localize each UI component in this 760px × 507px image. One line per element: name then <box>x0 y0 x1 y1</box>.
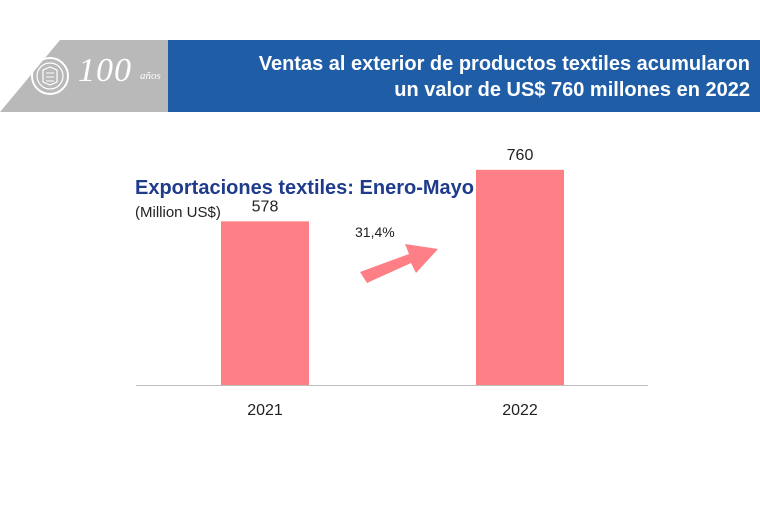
chart-title: Exportaciones textiles: Enero-Mayo <box>135 177 474 199</box>
data-label-2021: 578 <box>252 198 279 215</box>
headline-line-2: un valor de US$ 760 millones en 2022 <box>394 79 750 101</box>
growth-label: 31,4% <box>355 224 395 240</box>
arrow-up-right-icon <box>360 244 438 283</box>
header-logo-panel-cut <box>0 40 60 112</box>
chart-subtitle: (Million US$) <box>135 204 221 221</box>
header-banner <box>168 40 760 112</box>
x-tick-label-2021: 2021 <box>247 402 283 419</box>
headline: Ventas al exterior de productos textiles… <box>190 51 750 103</box>
logo-years: años <box>140 70 161 82</box>
data-label-2022: 760 <box>507 147 534 164</box>
logo-number: 100 <box>78 52 132 89</box>
bar-2022 <box>476 169 564 385</box>
x-tick-label-2022: 2022 <box>502 402 538 419</box>
bar-2021 <box>221 221 309 385</box>
headline-line-1: Ventas al exterior de productos textiles… <box>258 53 750 75</box>
seal-icon <box>31 57 69 95</box>
